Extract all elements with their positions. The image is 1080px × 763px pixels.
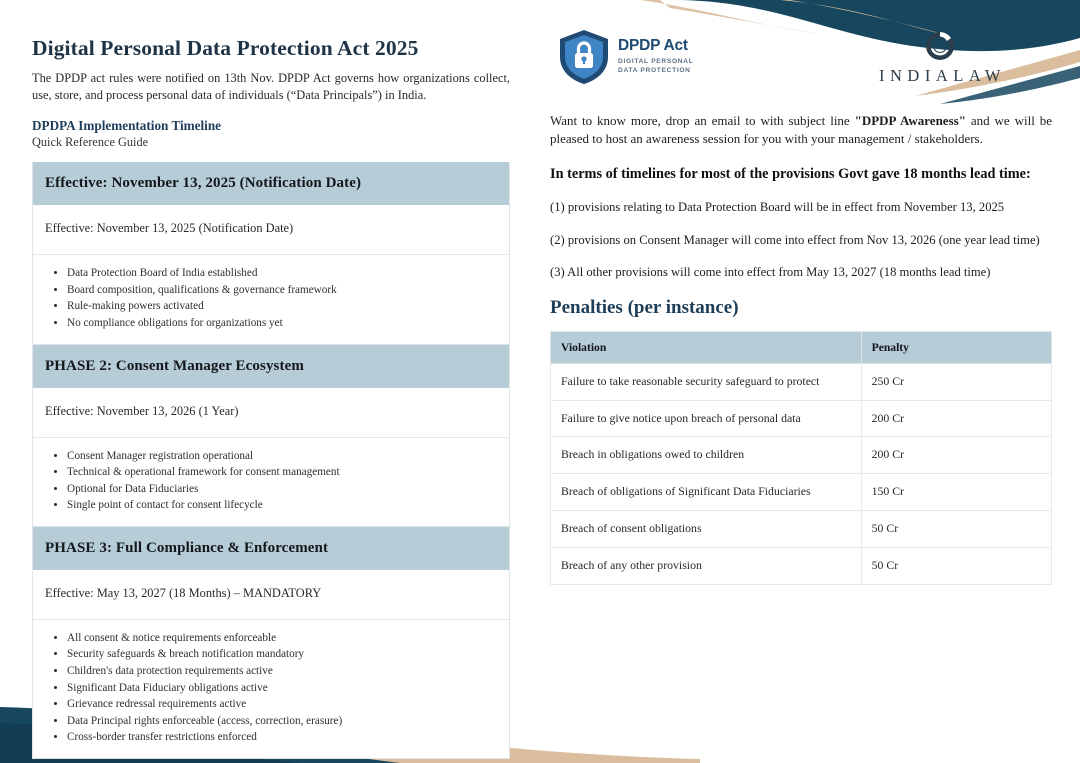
dpdp-act-logo: DPDP Act DIGITAL PERSONAL DATA PROTECTIO… [558, 28, 693, 86]
dpdp-logo-subtitle-line1: DIGITAL PERSONAL [618, 57, 694, 65]
page-title: Digital Personal Data Protection Act 202… [32, 36, 419, 60]
phase-3-bullets: All consent & notice requirements enforc… [33, 619, 509, 758]
dpdp-logo-subtitle-line2: DATA PROTECTION [618, 67, 691, 75]
table-row: Failure to take reasonable security safe… [550, 362, 1053, 401]
dpdp-logo-title: DPDP Act [618, 37, 688, 55]
timeline-heading: DPDPA Implementation Timeline [32, 118, 222, 134]
left-column: Digital Personal Data Protection Act 202… [0, 0, 540, 763]
awareness-paragraph: Want to know more, drop an email to with… [550, 112, 1052, 149]
awareness-subject-line: "DPDP Awareness" [854, 113, 966, 128]
penalties-title: Penalties (per instance) [550, 296, 739, 318]
timeline-subheading: Quick Reference Guide [32, 135, 149, 150]
cell-penalty: 50 Cr [860, 509, 1053, 548]
cell-violation: Failure to give notice upon breach of pe… [550, 399, 862, 438]
cell-violation: Breach of obligations of Significant Dat… [550, 473, 862, 511]
intro-paragraph: The DPDP act rules were notified on 13th… [32, 71, 510, 103]
table-row: Breach of any other provision 50 Cr [550, 546, 1053, 585]
list-item: Data Protection Board of India establish… [67, 265, 497, 282]
table-row: Breach of obligations of Significant Dat… [550, 473, 1053, 511]
list-item: Significant Data Fiduciary obligations a… [67, 680, 497, 697]
indialaw-logo: INDIALAW [874, 29, 1006, 86]
table-row: Failure to give notice upon breach of pe… [550, 399, 1053, 438]
shield-lock-icon [560, 30, 608, 84]
phase-card-3: PHASE 3: Full Compliance & Enforcement E… [32, 526, 510, 759]
list-item: Single point of contact for consent life… [67, 497, 497, 514]
phase-2-bullets: Consent Manager registration operational… [33, 437, 509, 526]
list-item: Technical & operational framework for co… [67, 464, 497, 481]
list-item: No compliance obligations for organizati… [67, 315, 497, 332]
list-item: Board composition, qualifications & gove… [67, 282, 497, 299]
cell-penalty: 200 Cr [860, 436, 1053, 475]
logo-row: DPDP Act DIGITAL PERSONAL DATA PROTECTIO… [550, 14, 1052, 100]
provision-3: (3) All other provisions will come into … [550, 265, 991, 280]
phase-1-header: Effective: November 13, 2025 (Notificati… [33, 162, 509, 206]
awareness-text-after: and we will be pleased to host an awaren… [550, 113, 1052, 147]
provision-2: (2) provisions on Consent Manager will c… [550, 232, 1040, 247]
list-item: Grievance redressal requirements active [67, 696, 497, 713]
phase-2-header: PHASE 2: Consent Manager Ecosystem [33, 344, 509, 388]
list-item: Rule-making powers activated [67, 298, 497, 315]
cell-violation: Breach of consent obligations [550, 509, 862, 548]
cell-penalty: 250 Cr [860, 362, 1053, 401]
penalties-table: Violation Penalty Failure to take reason… [550, 330, 1053, 585]
cell-violation: Breach in obligations owed to children [550, 436, 862, 475]
awareness-text-before: Want to know more, drop an email to with… [550, 113, 855, 128]
provision-1: (1) provisions relating to Data Protecti… [550, 199, 1005, 214]
phase-2-effective: Effective: November 13, 2026 (1 Year) [33, 387, 509, 438]
cell-penalty: 50 Cr [860, 546, 1053, 585]
phase-card-2: PHASE 2: Consent Manager Ecosystem Effec… [32, 344, 510, 527]
list-item: Consent Manager registration operational [67, 448, 497, 465]
column-header-penalty: Penalty [860, 330, 1053, 364]
list-item: Cross-border transfer restrictions enfor… [67, 729, 497, 746]
cell-penalty: 200 Cr [860, 399, 1053, 438]
phase-3-effective: Effective: May 13, 2027 (18 Months) – MA… [33, 569, 509, 620]
list-item: Optional for Data Fiduciaries [67, 481, 497, 498]
indialaw-wordmark: INDIALAW [879, 65, 1006, 85]
phase-1-bullets: Data Protection Board of India establish… [33, 255, 509, 344]
dpdp-logo-subtitle: DIGITAL PERSONAL DATA PROTECTION [618, 57, 693, 76]
indialaw-spiral-icon [926, 31, 954, 60]
phase-3-header: PHASE 3: Full Compliance & Enforcement [33, 526, 509, 570]
list-item: All consent & notice requirements enforc… [67, 630, 497, 647]
phase-card-1: Effective: November 13, 2025 (Notificati… [32, 162, 510, 345]
right-column: DPDP Act DIGITAL PERSONAL DATA PROTECTIO… [540, 0, 1080, 763]
cell-penalty: 150 Cr [860, 473, 1053, 511]
table-header-row: Violation Penalty [550, 330, 1053, 364]
cell-violation: Breach of any other provision [550, 546, 862, 585]
timelines-heading: In terms of timelines for most of the pr… [550, 165, 1031, 182]
column-header-violation: Violation [550, 330, 862, 364]
list-item: Security safeguards & breach notificatio… [67, 646, 497, 663]
phase-1-effective: Effective: November 13, 2025 (Notificati… [33, 205, 509, 256]
table-row: Breach of consent obligations 50 Cr [550, 509, 1053, 548]
cell-violation: Failure to take reasonable security safe… [550, 362, 862, 401]
list-item: Data Principal rights enforceable (acces… [67, 713, 497, 730]
table-row: Breach in obligations owed to children 2… [550, 436, 1053, 475]
list-item: Children's data protection requirements … [67, 663, 497, 680]
